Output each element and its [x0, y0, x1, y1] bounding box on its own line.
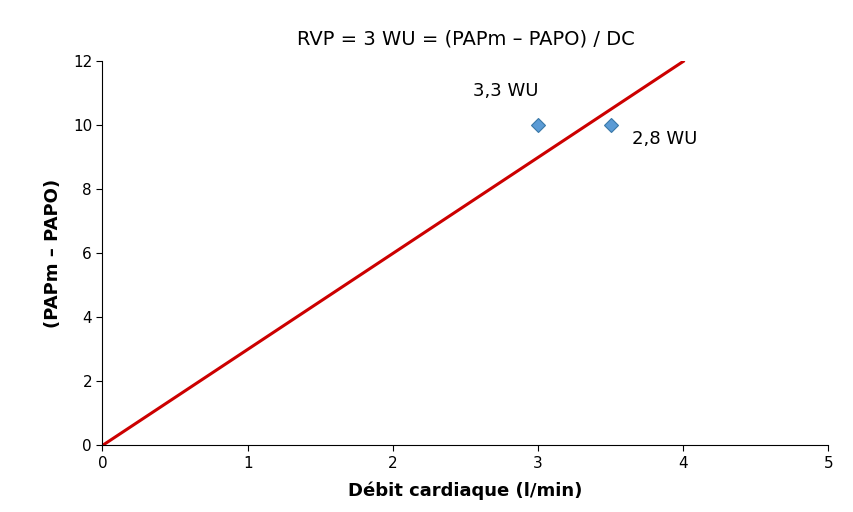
Text: 2,8 WU: 2,8 WU [631, 130, 697, 148]
Text: 3,3 WU: 3,3 WU [473, 82, 537, 100]
Y-axis label: (PAPm – PAPO): (PAPm – PAPO) [44, 179, 61, 328]
X-axis label: Débit cardiaque (l/min): Débit cardiaque (l/min) [348, 482, 582, 500]
Title: RVP = 3 WU = (PAPm – PAPO) / DC: RVP = 3 WU = (PAPm – PAPO) / DC [296, 30, 634, 49]
